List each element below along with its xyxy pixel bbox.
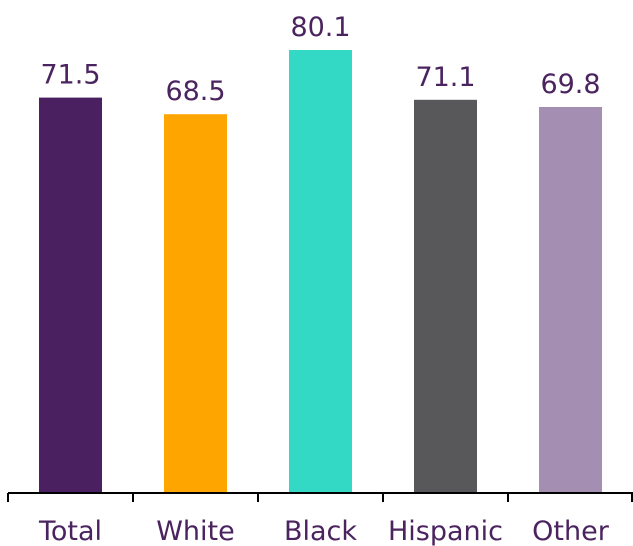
- bar-total: [39, 97, 102, 493]
- value-label-white: 68.5: [165, 76, 225, 107]
- category-label-hispanic: Hispanic: [388, 516, 503, 546]
- category-label-other: Other: [532, 516, 610, 546]
- value-label-total: 71.5: [40, 60, 100, 91]
- category-label-total: Total: [38, 516, 102, 546]
- value-label-hispanic: 71.1: [415, 62, 475, 93]
- bars-group: [39, 50, 602, 494]
- category-label-white: White: [156, 516, 235, 546]
- value-label-black: 80.1: [290, 12, 350, 43]
- x-axis: [7, 492, 633, 502]
- category-labels-group: Total White Black Hispanic Other: [38, 516, 610, 546]
- bar-hispanic: [414, 99, 477, 494]
- value-label-other: 69.8: [540, 69, 600, 100]
- value-labels-group: 71.5 68.5 80.1 71.1 69.8: [40, 12, 600, 107]
- bar-white: [164, 114, 227, 493]
- category-label-black: Black: [284, 516, 357, 546]
- bar-black: [289, 50, 352, 493]
- bar-other: [539, 107, 602, 493]
